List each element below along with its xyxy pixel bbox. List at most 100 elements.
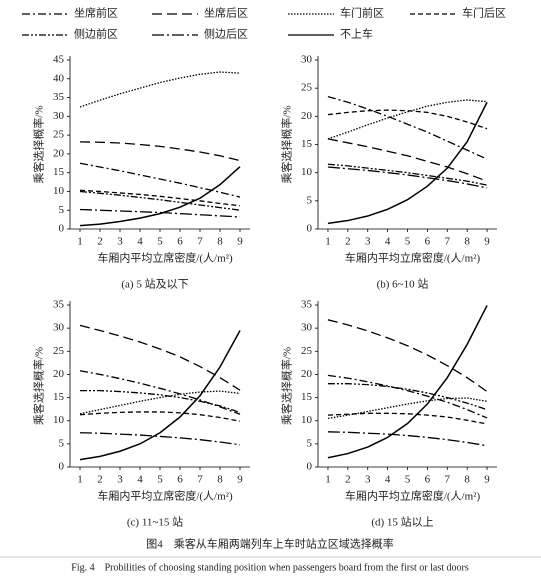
x-tick-label: 8 — [217, 474, 223, 486]
series-line — [79, 330, 241, 461]
y-tick-label: 15 — [53, 166, 65, 178]
x-tick-label: 4 — [137, 236, 143, 248]
series-line — [327, 383, 488, 411]
series-line — [79, 411, 241, 422]
y-tick-label: 30 — [53, 110, 65, 122]
y-tick-label: 0 — [59, 461, 65, 473]
y-tick-label: 0 — [307, 461, 313, 473]
y-tick-label: 15 — [53, 391, 65, 403]
series-line — [79, 189, 241, 207]
x-tick-label: 5 — [157, 236, 163, 248]
series-line — [327, 319, 488, 393]
x-tick-label: 5 — [405, 236, 411, 248]
x-tick-label: 7 — [197, 474, 203, 486]
series-line — [80, 389, 241, 413]
y-tick-label: 10 — [301, 414, 313, 426]
x-tick-label: 1 — [77, 236, 83, 248]
series-line — [79, 166, 241, 227]
y-tick-label: 30 — [53, 322, 65, 334]
x-tick-label: 9 — [484, 474, 490, 486]
y-tick-label: 15 — [301, 138, 313, 150]
x-tick-label: 1 — [325, 236, 331, 248]
x-tick-label: 3 — [365, 474, 371, 486]
series-line — [327, 95, 488, 160]
y-tick-label: 20 — [53, 147, 65, 159]
series-line — [327, 109, 488, 130]
x-tick-label: 4 — [385, 236, 391, 248]
y-tick-label: 25 — [53, 345, 65, 357]
y-tick-label: 0 — [59, 223, 65, 235]
y-tick-label: 10 — [53, 414, 65, 426]
series-line — [327, 163, 488, 186]
y-tick-label: 40 — [53, 72, 65, 84]
y-axis-label: 乘客选择概率/% — [32, 105, 46, 183]
x-tick-label: 2 — [345, 236, 351, 248]
x-tick-label: 7 — [197, 236, 203, 248]
y-tick-label: 25 — [53, 129, 65, 141]
y-axis-label: 乘客选择概率/% — [32, 347, 46, 425]
legend-label: 不上车 — [340, 27, 373, 41]
legend-label: 车门后区 — [462, 6, 506, 20]
y-tick-label: 0 — [307, 223, 313, 235]
series-line — [79, 208, 241, 218]
y-tick-label: 5 — [59, 204, 65, 216]
y-tick-label: 45 — [53, 54, 65, 66]
y-tick-label: 5 — [307, 437, 313, 449]
x-tick-label: 8 — [464, 474, 470, 486]
series-line — [79, 432, 241, 446]
x-axis-label: 车厢内平均立席密度/(人/m²) — [345, 489, 481, 503]
series-line — [79, 71, 241, 108]
series-line — [327, 374, 488, 419]
y-tick-label: 20 — [301, 368, 313, 380]
series-line — [327, 166, 488, 189]
y-tick-label: 25 — [301, 345, 313, 357]
legend-label: 侧边后区 — [204, 28, 248, 41]
chart-caption: (d) 15 站以上 — [371, 515, 433, 529]
x-axis-label: 车厢内平均立席密度/(人/m²) — [345, 251, 481, 265]
y-tick-label: 10 — [53, 185, 65, 197]
x-tick-label: 9 — [484, 236, 490, 248]
y-tick-label: 35 — [301, 299, 313, 311]
series-line — [327, 99, 488, 140]
series-line — [79, 324, 241, 391]
x-tick-label: 9 — [237, 236, 243, 248]
x-tick-label: 1 — [325, 474, 331, 486]
series-line — [327, 101, 488, 225]
series-line — [327, 431, 488, 447]
figure-caption-en: Fig. 4 Probilities of choosing standing … — [71, 562, 469, 573]
series-line — [79, 190, 241, 211]
x-tick-label: 7 — [445, 474, 451, 486]
x-tick-label: 2 — [345, 474, 351, 486]
x-tick-label: 6 — [177, 236, 183, 248]
x-tick-label: 3 — [117, 236, 123, 248]
x-axis-label: 车厢内平均立席密度/(人/m²) — [97, 251, 233, 265]
y-tick-label: 30 — [301, 54, 313, 66]
x-tick-label: 4 — [385, 474, 391, 486]
legend-label: 车门前区 — [340, 6, 384, 20]
series-line — [327, 138, 488, 182]
x-tick-label: 4 — [137, 474, 143, 486]
y-tick-label: 25 — [301, 82, 313, 94]
series-line — [327, 305, 488, 459]
series-line — [79, 141, 241, 162]
x-tick-label: 2 — [97, 474, 103, 486]
legend-label: 坐席后区 — [204, 6, 248, 20]
x-axis-label: 车厢内平均立席密度/(人/m²) — [97, 489, 233, 503]
chart-caption: (c) 11~15 站 — [127, 515, 183, 529]
x-tick-label: 6 — [425, 474, 431, 486]
x-tick-label: 3 — [117, 474, 123, 486]
y-axis-label: 乘客选择概率/% — [280, 347, 294, 425]
y-tick-label: 5 — [307, 194, 313, 206]
series-line — [79, 162, 241, 198]
x-tick-label: 1 — [77, 474, 83, 486]
series-line — [327, 412, 488, 425]
y-tick-label: 15 — [301, 391, 313, 403]
x-tick-label: 8 — [217, 236, 223, 248]
y-tick-label: 35 — [53, 91, 65, 103]
chart-caption: (b) 6~10 站 — [377, 277, 429, 291]
y-tick-label: 10 — [301, 166, 313, 178]
y-tick-label: 5 — [59, 437, 65, 449]
x-tick-label: 2 — [97, 236, 103, 248]
y-tick-label: 30 — [301, 322, 313, 334]
